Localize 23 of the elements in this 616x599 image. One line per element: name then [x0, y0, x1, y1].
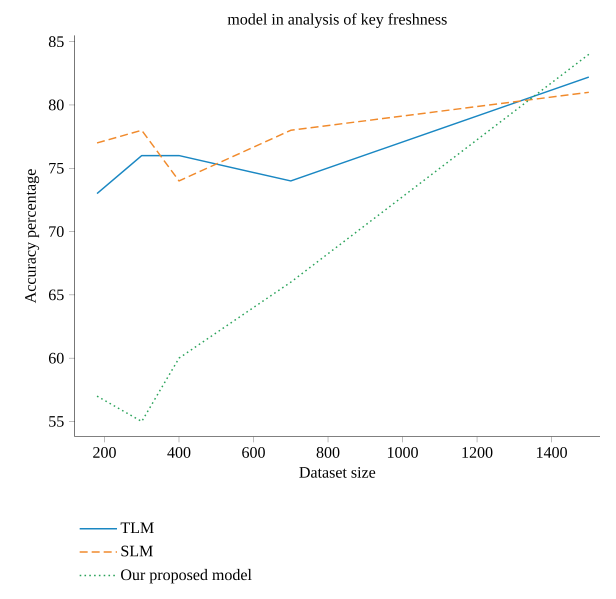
line-series: [96, 54, 590, 422]
legend-label: SLM: [121, 546, 153, 557]
y-tick-label: 80: [48, 100, 64, 111]
y-tick-label: 65: [48, 290, 64, 300]
x-axis-title: Dataset size: [299, 467, 376, 478]
y-tick-label: 85: [48, 36, 64, 48]
x-tick-label: 1200: [462, 447, 492, 458]
x-tick-label: 200: [93, 447, 116, 458]
legend-label: TLM: [120, 522, 154, 534]
x-tick-label: 600: [242, 447, 265, 458]
y-tick-label: 55: [49, 416, 64, 427]
x-tick-label: 1000: [388, 447, 418, 458]
chart-title: model in analysis of key freshness: [228, 13, 447, 28]
y-tick-label: 75: [49, 163, 64, 174]
line-series: [96, 76, 590, 194]
y-axis-title: Accuracy percentage: [25, 169, 40, 304]
y-tick-label: 70: [49, 226, 64, 238]
x-tick-label: 400: [167, 447, 190, 458]
x-tick-label: 800: [316, 447, 340, 458]
line-series: [96, 92, 590, 182]
x-tick-label: 1400: [536, 447, 567, 458]
y-tick-label: 60: [48, 352, 64, 364]
legend-label: Our proposed model: [121, 569, 252, 584]
